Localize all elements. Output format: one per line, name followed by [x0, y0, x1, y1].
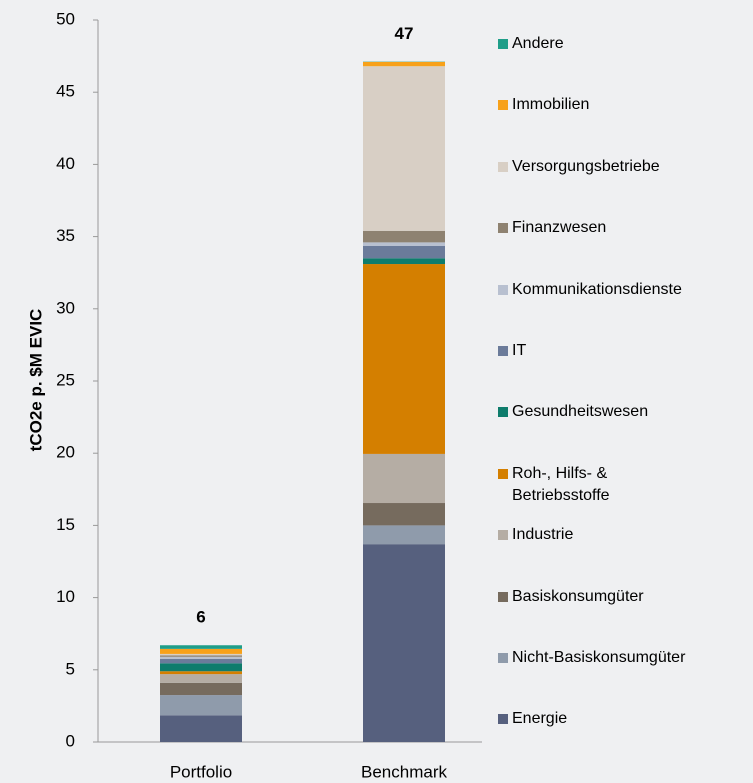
y-axis-title: tCO2e p. $M EVIC: [26, 309, 45, 452]
bar-segment: [160, 695, 242, 716]
legend-item: Industrie: [498, 524, 573, 546]
bar-segment: [363, 66, 445, 231]
total-label: 47: [395, 24, 414, 43]
legend-label: Nicht-Basiskonsumgüter: [512, 649, 686, 666]
x-tick-label: Benchmark: [361, 762, 447, 781]
y-tick-label: 10: [56, 587, 75, 606]
bar-segment: [363, 503, 445, 526]
legend-item: Basiskonsumgüter: [498, 586, 644, 608]
legend-swatch: [498, 530, 508, 541]
legend-swatch: [498, 100, 508, 111]
bar-segment: [160, 674, 242, 683]
legend-swatch: [498, 161, 508, 172]
legend-label: Kommunikationsdienste: [512, 280, 682, 298]
y-tick-label: 25: [56, 370, 75, 389]
bar-segment: [160, 653, 242, 656]
x-tick-label: Portfolio: [170, 762, 232, 781]
bar-segment: [160, 655, 242, 657]
legend-label: IT: [512, 342, 527, 359]
legend-swatch: [498, 346, 508, 356]
y-tick-label: 35: [56, 226, 75, 245]
legend-label: Andere: [512, 35, 564, 52]
legend-swatch: [498, 653, 508, 663]
bar-segment: [363, 61, 445, 67]
legend-swatch: [498, 284, 508, 295]
legend-label: Versorgungsbetriebe: [512, 157, 660, 175]
bar-segment: [363, 230, 445, 243]
legend-swatch: [498, 714, 508, 725]
y-tick-label: 5: [66, 659, 75, 678]
legend-label: Immobilien: [512, 96, 590, 114]
y-tick-label: 40: [56, 154, 75, 173]
bar-segment: [160, 648, 242, 654]
bar-segment: [363, 453, 445, 504]
legend-label: Industrie: [512, 526, 574, 544]
bar-segment: [160, 715, 242, 742]
bar-segment: [363, 264, 445, 454]
legend-item: Finanzwesen: [498, 217, 606, 239]
legend-item: Versorgungsbetriebe: [498, 156, 660, 178]
y-tick-label: 0: [66, 731, 75, 750]
legend-item: Gesundheitswesen: [498, 401, 648, 423]
legend-swatch: [498, 468, 508, 479]
bar-segment: [160, 671, 242, 675]
legend-swatch: [498, 223, 508, 234]
bar-segment: [160, 682, 242, 696]
bar-segment: [363, 242, 445, 246]
y-tick-label: 15: [56, 515, 75, 534]
legend-swatch: [498, 39, 508, 49]
bar-segment: [363, 544, 445, 742]
legend-item: Roh-, Hilfs- & Betriebsstoffe: [498, 463, 610, 507]
legend-item: Andere: [498, 33, 564, 55]
legend-label: Finanzwesen: [512, 219, 607, 237]
bar-segment: [160, 645, 242, 649]
bar-segment: [160, 658, 242, 664]
bar-segment: [363, 258, 445, 265]
bar-segment: [160, 663, 242, 672]
legend-swatch: [498, 407, 508, 418]
bar-segment: [363, 245, 445, 259]
legend-item: Energie: [498, 708, 567, 730]
bar-segment: [160, 656, 242, 659]
bar-segment: [363, 525, 445, 545]
legend-item: Nicht-Basiskonsumgüter: [498, 647, 685, 669]
y-tick-label: 20: [56, 443, 75, 462]
legend-label: Basiskonsumgüter: [512, 587, 644, 605]
legend-label: Roh-, Hilfs- & Betriebsstoffe: [512, 464, 610, 504]
legend-item: Immobilien: [498, 94, 589, 116]
legend-item: Kommunikationsdienste: [498, 279, 682, 301]
y-tick-label: 30: [56, 298, 75, 317]
legend-label: Gesundheitswesen: [512, 403, 649, 421]
legend-label: Energie: [512, 710, 568, 728]
total-label: 6: [196, 608, 205, 627]
y-tick-label: 45: [56, 82, 75, 101]
legend-swatch: [498, 591, 508, 602]
y-tick-label: 50: [56, 9, 75, 28]
legend-item: IT: [498, 340, 526, 362]
